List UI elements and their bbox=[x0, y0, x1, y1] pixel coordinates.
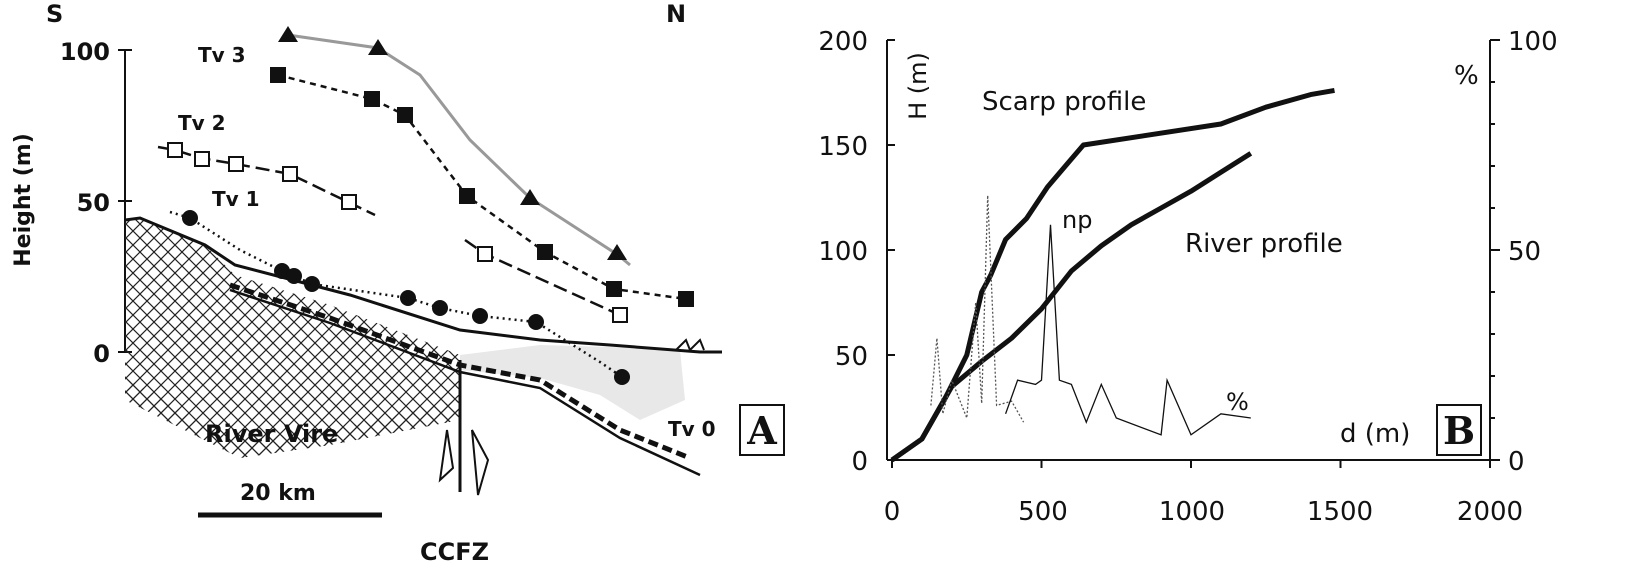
y-axis-label-a: Height (m) bbox=[11, 133, 36, 267]
ytick-label-left: 150 bbox=[818, 132, 868, 162]
xtick-label: 2000 bbox=[1457, 497, 1523, 527]
ytick-label: 100 bbox=[60, 38, 110, 66]
tv3-point bbox=[606, 281, 622, 297]
tv3-point bbox=[270, 67, 286, 83]
river-label: River Vire bbox=[205, 420, 338, 448]
tv2-lower-markers bbox=[477, 246, 628, 323]
panel-label-box-a bbox=[739, 404, 785, 456]
bedrock-hatch bbox=[125, 218, 460, 458]
surface-line bbox=[124, 216, 722, 354]
tv1-point bbox=[182, 210, 198, 226]
label-tv2: Tv 2 bbox=[178, 111, 226, 135]
tv1-point bbox=[286, 268, 302, 284]
river-profile-line bbox=[890, 151, 1253, 463]
fault-label: CCFZ bbox=[420, 538, 489, 563]
tv3-point bbox=[459, 188, 475, 204]
bedrock-hatch-lower bbox=[125, 380, 460, 458]
direction-north: N bbox=[666, 0, 686, 28]
panel-a: S N 100 50 0 Height (m) bbox=[11, 0, 785, 563]
triangle-point bbox=[607, 244, 627, 260]
tv2-point bbox=[612, 307, 628, 323]
ytick-label: 0 bbox=[93, 340, 110, 368]
tv2-point bbox=[167, 142, 183, 158]
tv2-point bbox=[282, 166, 298, 182]
valley-fill bbox=[460, 345, 685, 420]
label-tv3: Tv 3 bbox=[198, 43, 246, 67]
ytick-label-right: 100 bbox=[1508, 27, 1558, 57]
tv1-point bbox=[304, 276, 320, 292]
tv2-point bbox=[194, 151, 210, 167]
y-axis-label-left-b: H (m) bbox=[904, 52, 932, 120]
tv2-point bbox=[341, 194, 357, 210]
ytick-label-right: 0 bbox=[1508, 447, 1525, 477]
xtick-label: 0 bbox=[884, 497, 901, 527]
triangle-point bbox=[278, 26, 298, 42]
panel-label-b: B bbox=[1443, 408, 1475, 453]
x-axis-label-b: d (m) bbox=[1340, 419, 1410, 449]
triangle-point bbox=[520, 189, 540, 205]
label-tv1: Tv 1 bbox=[212, 187, 260, 211]
tv1-point bbox=[472, 308, 488, 324]
fault-arrow-right bbox=[471, 429, 490, 496]
ytick-label-left: 100 bbox=[818, 237, 868, 267]
triangle-point bbox=[368, 39, 388, 55]
upper-surface-line bbox=[287, 33, 631, 267]
tv1-markers bbox=[182, 210, 630, 385]
tv2-point bbox=[477, 246, 493, 262]
tv3-point bbox=[397, 107, 413, 123]
panel-b: 0 500 1000 1500 2000 0 50 100 150 200 0 … bbox=[818, 27, 1557, 527]
panel-label-box-b bbox=[1436, 404, 1482, 456]
tv1-point bbox=[400, 290, 416, 306]
tv1-point bbox=[432, 300, 448, 316]
percent-label: % bbox=[1226, 388, 1249, 416]
tv2-markers bbox=[167, 142, 357, 210]
river-profile-label: River profile bbox=[1185, 229, 1343, 259]
label-tv0: Tv 0 bbox=[668, 417, 716, 441]
ytick-label: 50 bbox=[77, 189, 110, 217]
ytick-label-left: 50 bbox=[835, 342, 868, 372]
direction-south: S bbox=[46, 0, 63, 28]
scarp-profile-line bbox=[890, 87, 1335, 463]
tv1-point bbox=[614, 369, 630, 385]
base-line bbox=[229, 288, 701, 477]
tv2-point bbox=[228, 156, 244, 172]
river-slope-line bbox=[1004, 224, 1251, 436]
ytick-label-left: 200 bbox=[818, 27, 868, 57]
xtick-label: 500 bbox=[1018, 497, 1068, 527]
triangle-markers bbox=[278, 26, 627, 260]
fault-arrow-left bbox=[438, 429, 455, 483]
ytick-label-left: 0 bbox=[851, 447, 868, 477]
ytick-label-right: 50 bbox=[1508, 237, 1541, 267]
scale-bar-label: 20 km bbox=[240, 481, 316, 506]
panel-label-a: A bbox=[746, 408, 777, 453]
xtick-label: 1000 bbox=[1159, 497, 1225, 527]
tv1-point bbox=[528, 314, 544, 330]
tv3-point bbox=[537, 244, 553, 260]
tv1-point bbox=[274, 263, 290, 279]
scarp-profile-label: Scarp profile bbox=[982, 87, 1146, 117]
tv3-line bbox=[277, 73, 687, 301]
tv3-markers bbox=[270, 67, 694, 307]
np-label: np bbox=[1062, 206, 1092, 234]
y-axis-label-right-b: % bbox=[1454, 61, 1479, 91]
xtick-label: 1500 bbox=[1307, 497, 1373, 527]
tv3-point bbox=[364, 91, 380, 107]
axis-ticks-b bbox=[887, 39, 1500, 468]
water-marks bbox=[675, 338, 705, 352]
tv3-point bbox=[678, 291, 694, 307]
